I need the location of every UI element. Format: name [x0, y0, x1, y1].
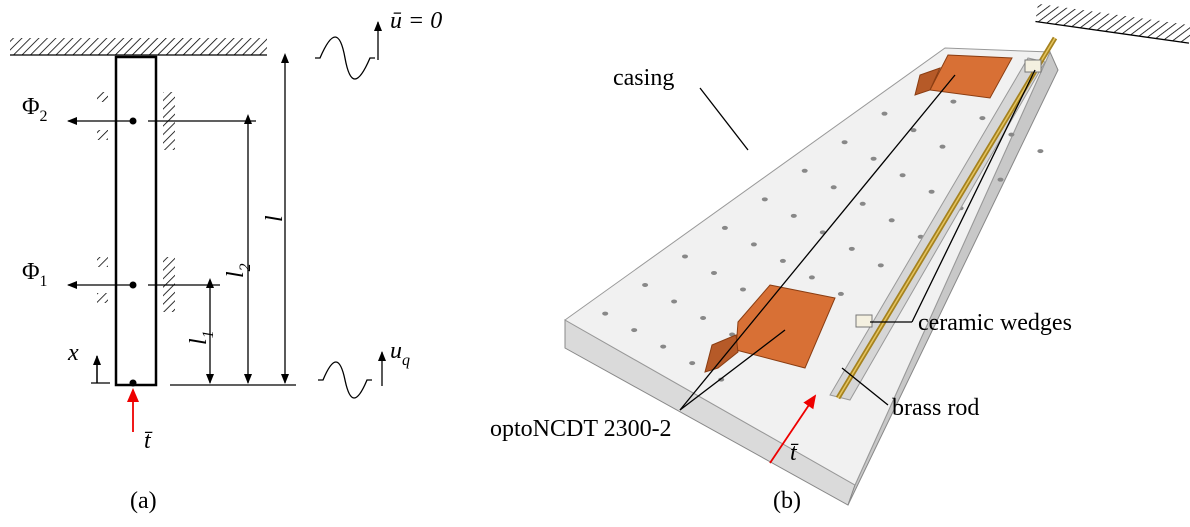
point [130, 118, 137, 125]
leader [700, 88, 748, 150]
hole [660, 345, 666, 349]
label: 1 [200, 330, 217, 338]
hole [950, 100, 956, 104]
support [97, 293, 108, 303]
label: ū = 0 [390, 8, 442, 34]
label: l1 [186, 330, 217, 345]
label: optoNCDT 2300-2 [490, 416, 672, 442]
label: q [402, 352, 410, 369]
hole [602, 312, 608, 316]
figure: ū = 0 Φ2 Φ1 l l2 l1 x uq t̄ (a) casing c… [0, 0, 1190, 527]
label: l2 [223, 263, 254, 278]
hole [1037, 149, 1043, 153]
wave [318, 362, 372, 398]
hole [871, 157, 877, 161]
hole [940, 145, 946, 149]
label: Φ [22, 259, 40, 285]
panel-b: casing ceramic wedges optoNCDT 2300-2 br… [490, 4, 1190, 514]
hole [631, 328, 637, 332]
caption: (b) [773, 488, 801, 514]
support [97, 130, 108, 140]
label: 1 [40, 273, 48, 290]
hole [802, 169, 808, 173]
label: l [262, 215, 288, 222]
label: 2 [237, 263, 254, 271]
hole [780, 259, 786, 263]
label: Φ2 [22, 94, 48, 125]
label: Φ [22, 94, 40, 120]
wedge [856, 315, 872, 327]
hole [842, 140, 848, 144]
ceiling [10, 38, 267, 55]
wedge [1025, 60, 1041, 72]
label: 2 [40, 108, 48, 125]
point [130, 282, 137, 289]
label: ceramic wedges [918, 310, 1072, 336]
axis-arrow [91, 356, 110, 383]
label: Φ1 [22, 259, 48, 290]
hole [711, 271, 717, 275]
hole [682, 254, 688, 258]
hole [838, 292, 844, 296]
hole [791, 214, 797, 218]
label: x [67, 340, 79, 366]
ceiling [1035, 4, 1190, 43]
hole [751, 242, 757, 246]
hole [979, 116, 985, 120]
hole [740, 287, 746, 291]
panel-a: ū = 0 Φ2 Φ1 l l2 l1 x uq t̄ (a) [10, 8, 442, 514]
hole [831, 185, 837, 189]
label: casing [613, 65, 674, 91]
hole [722, 226, 728, 230]
hole [929, 190, 935, 194]
support [97, 92, 108, 102]
hole [642, 283, 648, 287]
hole [689, 361, 695, 365]
label: u [390, 338, 402, 364]
label: brass rod [892, 395, 979, 421]
hole [882, 112, 888, 116]
label: uq [390, 338, 410, 369]
hole [1008, 133, 1014, 137]
caption: (a) [130, 488, 157, 514]
hole [671, 300, 677, 304]
hole [889, 218, 895, 222]
hole [900, 173, 906, 177]
hole [700, 316, 706, 320]
hole [998, 178, 1004, 182]
hole [860, 202, 866, 206]
hole [878, 263, 884, 267]
wave [315, 37, 375, 79]
rod [116, 57, 156, 385]
hole [809, 275, 815, 279]
support [97, 257, 108, 267]
label: t̄ [144, 428, 153, 454]
hole [849, 247, 855, 251]
point [130, 380, 137, 387]
hole [762, 197, 768, 201]
